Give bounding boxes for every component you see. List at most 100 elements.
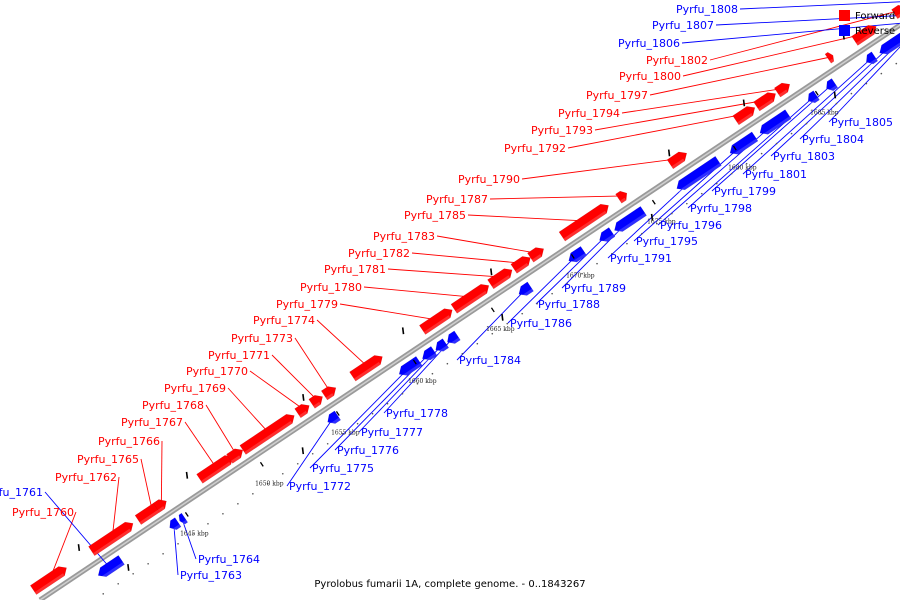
gene-label-pyrfu_1795[interactable]: Pyrfu_1795 <box>636 235 698 248</box>
gene-label-pyrfu_1787[interactable]: Pyrfu_1787 <box>426 193 488 206</box>
gene-Pyrfu_1760[interactable] <box>29 566 67 595</box>
gene-label-pyrfu_1788[interactable]: Pyrfu_1788 <box>538 298 600 311</box>
gene-Pyrfu_1777[interactable] <box>435 338 450 355</box>
gene-Pyrfu_1803[interactable] <box>879 32 900 58</box>
gene-label-pyrfu_1765[interactable]: Pyrfu_1765 <box>77 453 139 466</box>
gene-Pyrfu_1783[interactable] <box>527 247 545 263</box>
gene-arrow-Pyrfu_1760[interactable] <box>29 566 67 595</box>
gene-Pyrfu_1774[interactable] <box>349 355 383 382</box>
gene-arrow-Pyrfu_1798[interactable] <box>807 90 820 104</box>
gene-Pyrfu_1794[interactable] <box>773 82 791 98</box>
gene-Pyrfu_1778[interactable] <box>447 330 461 347</box>
gene-arrow-Pyrfu_1776[interactable] <box>422 346 438 361</box>
gene-arrow-Pyrfu_1778[interactable] <box>447 330 461 344</box>
gene-Pyrfu_1788[interactable] <box>599 227 616 245</box>
gene-arrow-Pyrfu_1793[interactable] <box>753 92 776 112</box>
gene-arrow-Pyrfu_1792[interactable] <box>732 106 756 126</box>
gene-label-pyrfu_1786[interactable]: Pyrfu_1786 <box>510 317 572 330</box>
gene-arrow-Pyrfu_1786[interactable] <box>568 246 588 263</box>
gene-arrow-Pyrfu_1762[interactable] <box>88 521 134 557</box>
gene-Pyrfu_1763[interactable] <box>169 517 182 533</box>
gene-Pyrfu_1771[interactable] <box>308 395 323 409</box>
gene-Pyrfu_1799[interactable] <box>826 78 839 94</box>
gene-Pyrfu_1789[interactable] <box>614 205 647 235</box>
gene-label-pyrfu_1799[interactable]: Pyrfu_1799 <box>714 185 776 198</box>
gene-arrow-Pyrfu_1800[interactable] <box>851 24 877 46</box>
gene-arrow-Pyrfu_1772[interactable] <box>327 410 342 424</box>
gene-Pyrfu_1767[interactable] <box>196 455 234 484</box>
gene-label-pyrfu_1767[interactable]: Pyrfu_1767 <box>121 416 183 429</box>
gene-Pyrfu_1773[interactable] <box>320 386 337 401</box>
gene-Pyrfu_1786[interactable] <box>568 246 588 266</box>
gene-Pyrfu_1775[interactable] <box>398 356 423 379</box>
gene-label-pyrfu_1790[interactable]: Pyrfu_1790 <box>458 173 520 186</box>
gene-Pyrfu_1798[interactable] <box>807 90 820 106</box>
gene-label-pyrfu_1797[interactable]: Pyrfu_1797 <box>586 89 648 102</box>
gene-Pyrfu_1776[interactable] <box>422 346 438 364</box>
gene-label-pyrfu_1761[interactable]: Pyrfu_1761 <box>0 486 43 499</box>
gene-label-pyrfu_1766[interactable]: Pyrfu_1766 <box>98 435 160 448</box>
gene-arrow-Pyrfu_1774[interactable] <box>349 355 383 382</box>
gene-label-pyrfu_1804[interactable]: Pyrfu_1804 <box>802 133 864 146</box>
gene-label-pyrfu_1803[interactable]: Pyrfu_1803 <box>773 150 835 163</box>
gene-label-pyrfu_1773[interactable]: Pyrfu_1773 <box>231 332 293 345</box>
gene-Pyrfu_1769[interactable] <box>239 413 295 455</box>
gene-arrow-Pyrfu_1773[interactable] <box>320 386 337 401</box>
gene-arrow-Pyrfu_1761[interactable] <box>97 555 125 578</box>
gene-Pyrfu_1790[interactable] <box>666 151 688 170</box>
gene-label-pyrfu_1783[interactable]: Pyrfu_1783 <box>373 230 435 243</box>
gene-arrow-Pyrfu_1783[interactable] <box>527 247 545 263</box>
gene-arrow-Pyrfu_1802[interactable] <box>891 4 900 20</box>
gene-arrow-Pyrfu_1803[interactable] <box>879 32 900 55</box>
gene-label-pyrfu_1781[interactable]: Pyrfu_1781 <box>324 263 386 276</box>
gene-label-pyrfu_1763[interactable]: Pyrfu_1763 <box>180 569 242 582</box>
gene-arrow-Pyrfu_1764[interactable] <box>178 512 189 525</box>
gene-Pyrfu_1787[interactable] <box>615 190 628 204</box>
gene-arrow-Pyrfu_1795[interactable] <box>729 131 759 155</box>
gene-arrow-Pyrfu_1771[interactable] <box>308 395 323 409</box>
gene-arrow-Pyrfu_1794[interactable] <box>773 82 791 98</box>
gene-arrow-Pyrfu_1769[interactable] <box>239 413 295 455</box>
gene-Pyrfu_1762[interactable] <box>88 521 134 557</box>
gene-arrow-Pyrfu_1766[interactable] <box>152 499 167 513</box>
gene-label-pyrfu_1806[interactable]: Pyrfu_1806 <box>618 37 680 50</box>
gene-Pyrfu_1772[interactable] <box>327 410 342 427</box>
gene-label-pyrfu_1770[interactable]: Pyrfu_1770 <box>186 365 248 378</box>
gene-label-pyrfu_1792[interactable]: Pyrfu_1792 <box>504 142 566 155</box>
gene-arrow-Pyrfu_1796[interactable] <box>759 109 792 135</box>
gene-Pyrfu_1768[interactable] <box>226 448 244 464</box>
gene-label-pyrfu_1760[interactable]: Pyrfu_1760 <box>12 506 74 519</box>
gene-arrow-Pyrfu_1780[interactable] <box>450 283 490 314</box>
gene-Pyrfu_1792[interactable] <box>732 106 756 126</box>
gene-label-pyrfu_1762[interactable]: Pyrfu_1762 <box>55 471 117 484</box>
gene-label-pyrfu_1805[interactable]: Pyrfu_1805 <box>831 116 893 129</box>
gene-Pyrfu_1779[interactable] <box>418 308 453 335</box>
gene-arrow-Pyrfu_1791[interactable] <box>676 155 722 191</box>
gene-Pyrfu_1780[interactable] <box>450 283 490 314</box>
gene-arrow-Pyrfu_1784[interactable] <box>518 281 534 296</box>
gene-label-pyrfu_1774[interactable]: Pyrfu_1774 <box>253 314 315 327</box>
gene-label-pyrfu_1771[interactable]: Pyrfu_1771 <box>208 349 270 362</box>
gene-Pyrfu_1766[interactable] <box>152 499 167 513</box>
gene-arrow-Pyrfu_1775[interactable] <box>398 356 423 376</box>
gene-arrow-Pyrfu_1763[interactable] <box>169 517 182 531</box>
gene-label-pyrfu_1791[interactable]: Pyrfu_1791 <box>610 252 672 265</box>
gene-Pyrfu_1796[interactable] <box>759 109 792 138</box>
gene-Pyrfu_1781[interactable] <box>487 268 513 290</box>
gene-arrow-Pyrfu_1787[interactable] <box>615 190 628 204</box>
gene-Pyrfu_1785[interactable] <box>558 203 609 242</box>
gene-Pyrfu_1795[interactable] <box>729 131 759 158</box>
gene-label-pyrfu_1775[interactable]: Pyrfu_1775 <box>312 462 374 475</box>
gene-label-pyrfu_1782[interactable]: Pyrfu_1782 <box>348 247 410 260</box>
gene-arrow-Pyrfu_1777[interactable] <box>435 338 450 352</box>
gene-label-pyrfu_1778[interactable]: Pyrfu_1778 <box>386 407 448 420</box>
gene-label-pyrfu_1793[interactable]: Pyrfu_1793 <box>531 124 593 137</box>
gene-label-pyrfu_1779[interactable]: Pyrfu_1779 <box>276 298 338 311</box>
gene-label-pyrfu_1807[interactable]: Pyrfu_1807 <box>652 19 714 32</box>
gene-label-pyrfu_1780[interactable]: Pyrfu_1780 <box>300 281 362 294</box>
gene-label-pyrfu_1802[interactable]: Pyrfu_1802 <box>646 54 708 67</box>
gene-arrow-Pyrfu_1788[interactable] <box>599 227 616 242</box>
gene-arrow-Pyrfu_1785[interactable] <box>558 203 609 242</box>
gene-arrow-Pyrfu_1779[interactable] <box>418 308 453 335</box>
gene-label-pyrfu_1808[interactable]: Pyrfu_1808 <box>676 3 738 16</box>
